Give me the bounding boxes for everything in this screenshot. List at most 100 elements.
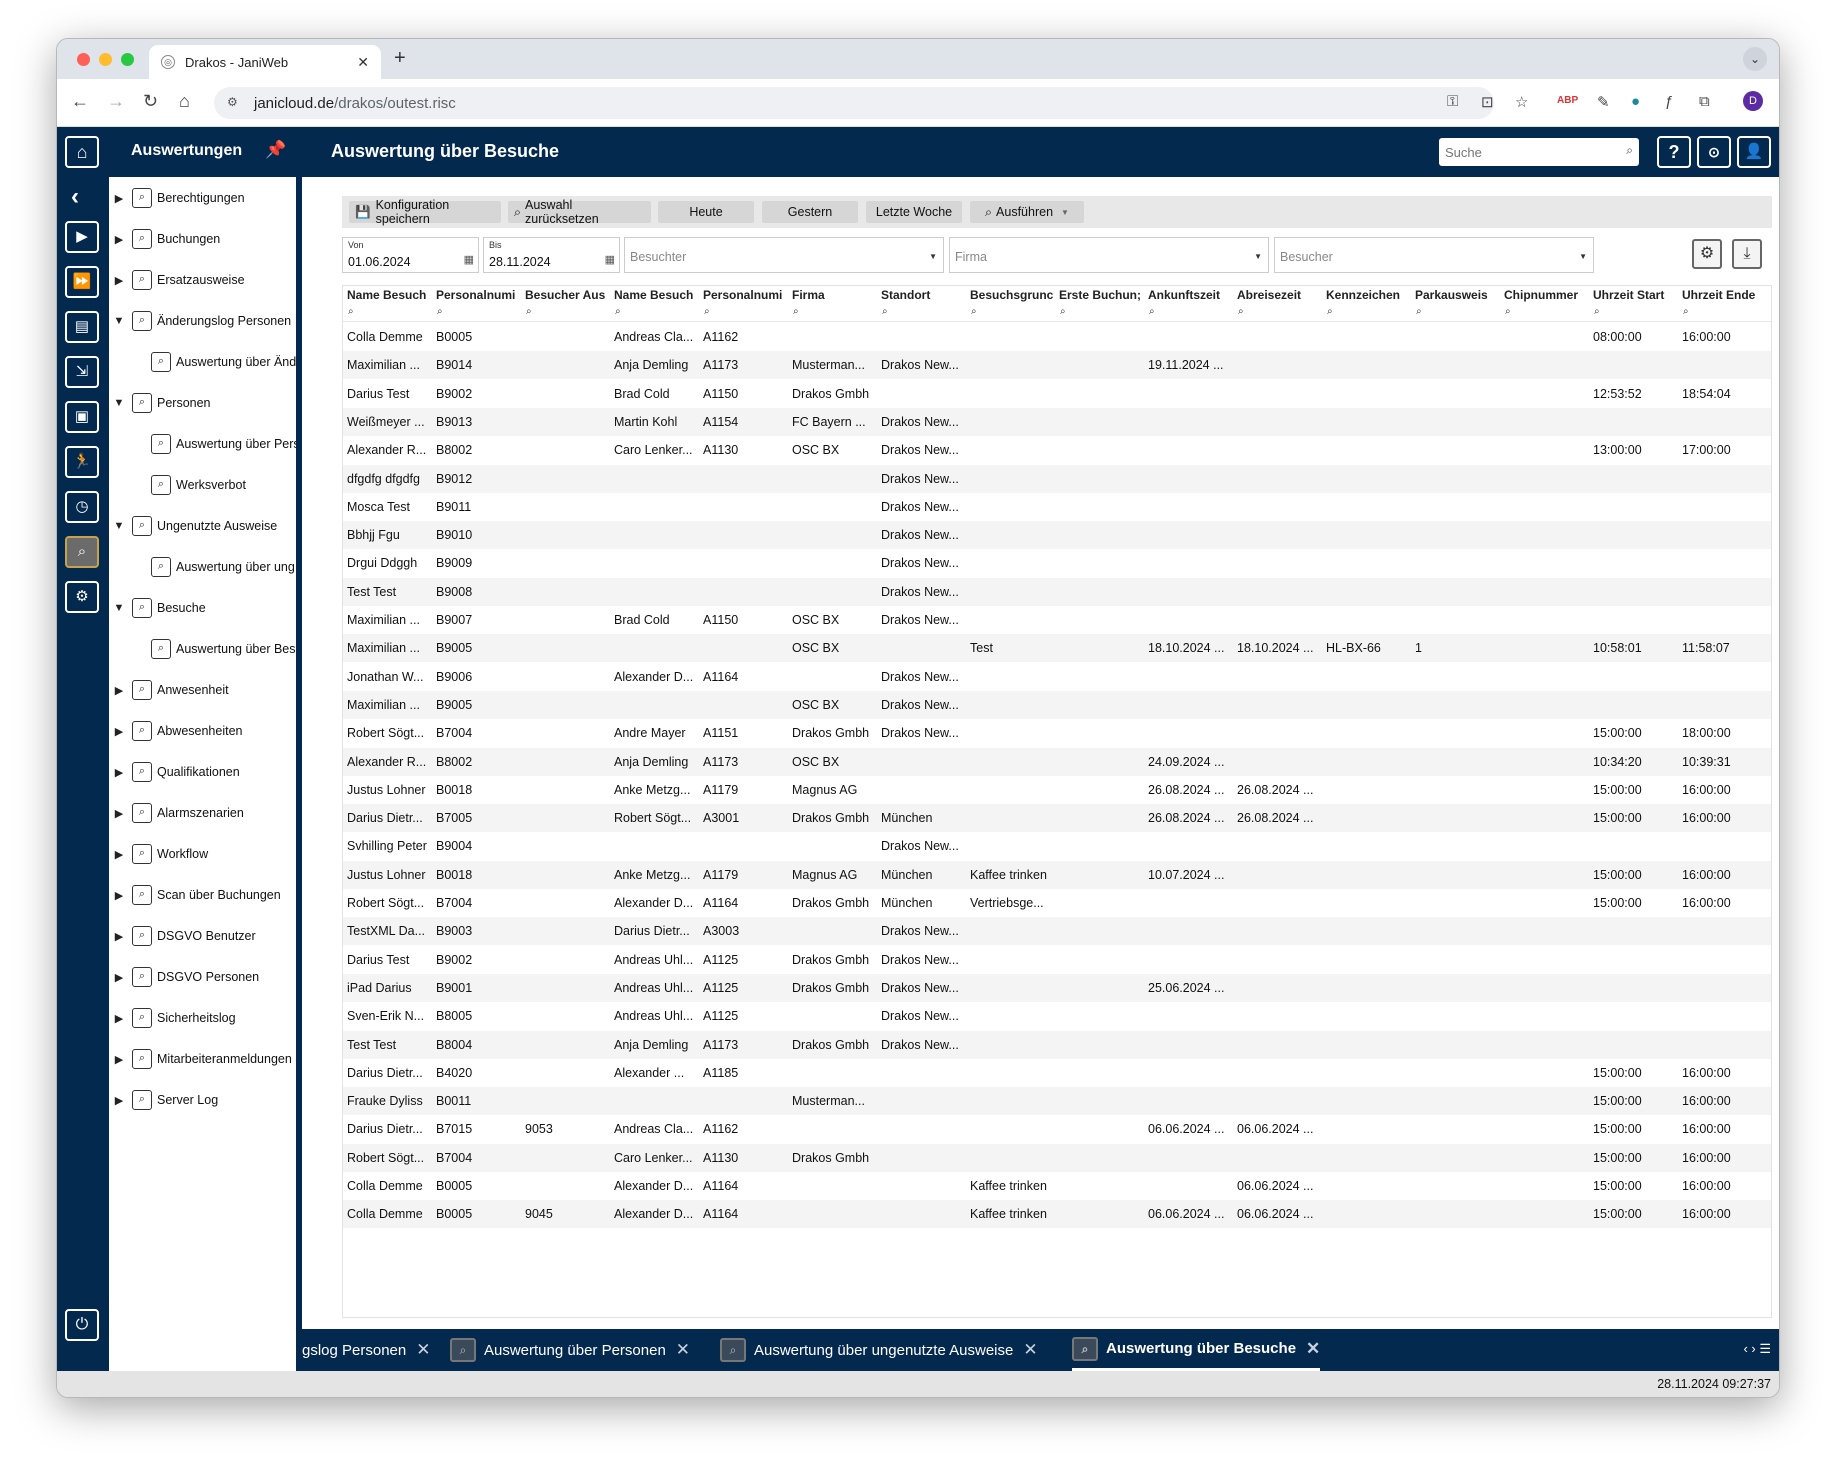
table-row[interactable]: Bbhjj Fgu B9010 Drakos New... (343, 521, 1771, 550)
home-icon[interactable]: ⌂ (179, 91, 190, 111)
tree-item[interactable]: ▶ ⌕ Scan über Buchungen (112, 884, 281, 906)
tree-item[interactable]: ▶ ⌕ Alarmszenarien (112, 802, 244, 824)
table-row[interactable]: Test Test B8004 Anja Demling A1173 Drakos Gm… (343, 1030, 1771, 1059)
browser-tab[interactable]: ◎ Drakos - JaniWeb ✕ (149, 45, 381, 79)
table-row[interactable]: Weißmeyer ... B9013 Martin Kohl A1154 FC Bay… (343, 407, 1771, 436)
table-row[interactable]: Mosca Test B9011 Drakos New... (343, 493, 1771, 521)
extensions-puzzle-icon[interactable]: ⧉ (1699, 93, 1710, 110)
column-header[interactable]: Erste Buchun; (1055, 288, 1144, 304)
tree-item[interactable]: ▶ ⌕ Abwesenheiten (112, 720, 242, 742)
column-filter-search-icon[interactable]: ⌕ (1594, 306, 1600, 317)
table-row[interactable]: Robert Sögt... B7004 Caro Lenker... A1130 Dr… (343, 1143, 1771, 1172)
column-header[interactable]: Ankunftszeit (1144, 288, 1233, 304)
profile-avatar[interactable]: D (1743, 91, 1763, 111)
calendar-icon[interactable]: ▦ (463, 254, 474, 266)
visited-select[interactable]: Besuchter ▼ (624, 237, 944, 273)
close-tab-icon[interactable]: ✕ (675, 1340, 691, 1359)
column-header[interactable]: Uhrzeit Ende (1678, 288, 1767, 304)
chevron-right-icon[interactable]: ▶ (114, 930, 124, 943)
chevron-right-icon[interactable]: ▶ (114, 971, 124, 984)
chevron-right-icon[interactable]: ▶ (114, 1094, 124, 1107)
module-visitor-icon[interactable]: 🏃 (65, 446, 99, 478)
column-header[interactable]: Chipnummer (1500, 288, 1589, 304)
tree-item[interactable]: ▶ ⌕ Sicherheitslog (112, 1007, 236, 1029)
table-row[interactable]: Alexander R... B8002 Caro Lenker... A1130 OS… (343, 436, 1771, 464)
calendar-icon[interactable]: ▦ (604, 254, 615, 266)
column-filter-search-icon[interactable]: ⌕ (882, 306, 888, 317)
column-filter-search-icon[interactable]: ⌕ (1149, 306, 1155, 317)
visitor-select[interactable]: Besucher ▼ (1274, 237, 1594, 273)
app-home-icon[interactable]: ⌂ (65, 136, 99, 168)
font-extension-icon[interactable]: ƒ (1665, 93, 1674, 110)
module-access-icon[interactable]: ▶ (65, 221, 99, 253)
module-settings-gear-icon[interactable]: ⚙ (65, 581, 99, 613)
table-row[interactable]: Alexander R... B8002 Anja Demling A1173 OSC … (343, 747, 1771, 776)
column-header[interactable]: Besucher Aus (521, 288, 610, 304)
reload-icon[interactable]: ↻ (143, 91, 159, 111)
execute-button[interactable]: ⌕ Ausführen ▼ (970, 201, 1084, 223)
minimize-window-button[interactable] (99, 53, 112, 66)
from-date-field[interactable]: Von 01.06.2024 ▦ (342, 237, 479, 273)
tree-item[interactable]: ⌕ Auswertung über Änd (151, 351, 296, 373)
table-row[interactable]: TestXML Da... B9003 Darius Dietr... A3003 Dr… (343, 917, 1771, 946)
table-row[interactable]: Robert Sögt... B7004 Andre Mayer A1151 Drako… (343, 719, 1771, 747)
close-tab-icon[interactable]: ✕ (1023, 1340, 1038, 1359)
tree-item[interactable]: ▼ ⌕ Ungenutzte Ausweise (112, 515, 277, 537)
to-date-field[interactable]: Bis 28.11.2024 ▦ (483, 237, 620, 273)
table-row[interactable]: Svhilling Peter B9004 Drakos New... (343, 832, 1771, 860)
chevron-right-icon[interactable]: ▶ (114, 725, 124, 738)
site-settings-icon[interactable]: ⚙ (227, 95, 238, 109)
table-row[interactable]: Colla Demme B0005 9045 Alexander D... A1164 K… (343, 1200, 1771, 1229)
maximize-window-button[interactable] (121, 53, 134, 66)
column-header[interactable]: Parkausweis (1411, 288, 1500, 304)
table-row[interactable]: Maximilian ... B9005 OSC BX Test 18.10.2024 … (343, 634, 1771, 663)
column-header[interactable]: Personalnumi (432, 288, 521, 304)
bookmark-star-icon[interactable]: ☆ (1515, 94, 1529, 111)
forward-arrow-icon[interactable]: → (107, 91, 125, 111)
tree-item[interactable]: ▼ ⌕ Änderungslog Personen (112, 310, 291, 332)
table-row[interactable]: Darius Dietr... B7005 Robert Sögt... A3001 D… (343, 804, 1771, 833)
search-icon[interactable]: ⌕ (1626, 143, 1633, 157)
tree-item[interactable]: ▶ ⌕ Workflow (112, 843, 208, 865)
tree-item[interactable]: ▼ ⌕ Besuche (112, 597, 206, 619)
table-row[interactable]: Colla Demme B0005 Alexander D... A1164 Kaffe… (343, 1172, 1771, 1200)
module-entry-icon[interactable]: ⇲ (65, 356, 99, 388)
column-filter-search-icon[interactable]: ⌕ (1505, 306, 1511, 317)
back-arrow-icon[interactable]: ← (71, 91, 89, 111)
tree-item[interactable]: ▶ ⌕ Qualifikationen (112, 761, 240, 783)
chevron-down-icon[interactable]: ▼ (113, 520, 125, 532)
column-header[interactable]: Uhrzeit Start (1589, 288, 1678, 304)
column-filter-search-icon[interactable]: ⌕ (1416, 306, 1422, 317)
table-row[interactable]: Drgui Ddggh B9009 Drakos New... (343, 549, 1771, 577)
tree-item[interactable]: ▼ ⌕ Personen (112, 392, 211, 414)
view-tab[interactable]: ⌕ Auswertung über ungenutzte Ausweise ✕ (720, 1329, 1038, 1371)
execute-dropdown-icon[interactable]: ▼ (1061, 207, 1069, 217)
chevron-right-icon[interactable]: ▶ (114, 233, 124, 246)
tree-item[interactable]: ▶ ⌕ DSGVO Personen (112, 966, 259, 988)
user-profile-icon[interactable]: 👤 (1737, 136, 1771, 168)
export-download-icon[interactable]: ⤓ (1732, 239, 1762, 269)
tree-item[interactable]: ▶ ⌕ Server Log (112, 1089, 218, 1111)
chevron-right-icon[interactable]: ▶ (114, 1053, 124, 1066)
tree-item[interactable]: ▶ ⌕ Mitarbeiteranmeldungen (112, 1048, 292, 1070)
tree-item[interactable]: ⌕ Auswertung über ung (151, 556, 295, 578)
table-row[interactable]: Jonathan W... B9006 Alexander D... A1164 Dra… (343, 663, 1771, 691)
column-header[interactable]: Besuchsgrunc (966, 288, 1055, 304)
table-row[interactable]: Darius Test B9002 Brad Cold A1150 Drakos Gmb… (343, 380, 1771, 408)
help-button[interactable]: ? (1657, 136, 1691, 168)
table-row[interactable]: Maximilian ... B9005 OSC BX Drakos New... (343, 690, 1771, 719)
globe-extension-icon[interactable]: ● (1631, 93, 1641, 110)
chevron-right-icon[interactable]: ▶ (114, 274, 124, 287)
column-filter-search-icon[interactable]: ⌕ (704, 306, 710, 317)
close-tab-icon[interactable]: ✕ (1306, 1338, 1321, 1358)
chevron-right-icon[interactable]: ▶ (114, 807, 124, 820)
company-select[interactable]: Firma ▼ (949, 237, 1269, 273)
column-filter-search-icon[interactable]: ⌕ (793, 306, 799, 317)
tree-item[interactable]: ▶ ⌕ Buchungen (112, 228, 220, 250)
module-badge-icon[interactable]: ▤ (65, 311, 99, 343)
power-icon[interactable]: ⏻ (65, 1309, 99, 1341)
view-tab[interactable]: ⌕ Auswertung über Besuche ✕ (1072, 1329, 1321, 1371)
table-row[interactable]: Maximilian ... B9007 Brad Cold A1150 OSC BX D… (343, 606, 1771, 634)
view-tab[interactable]: ⌕ Auswertung über Personen ✕ (450, 1329, 690, 1371)
table-row[interactable]: dfgdfg dfgdfg B9012 Drakos New... (343, 464, 1771, 493)
